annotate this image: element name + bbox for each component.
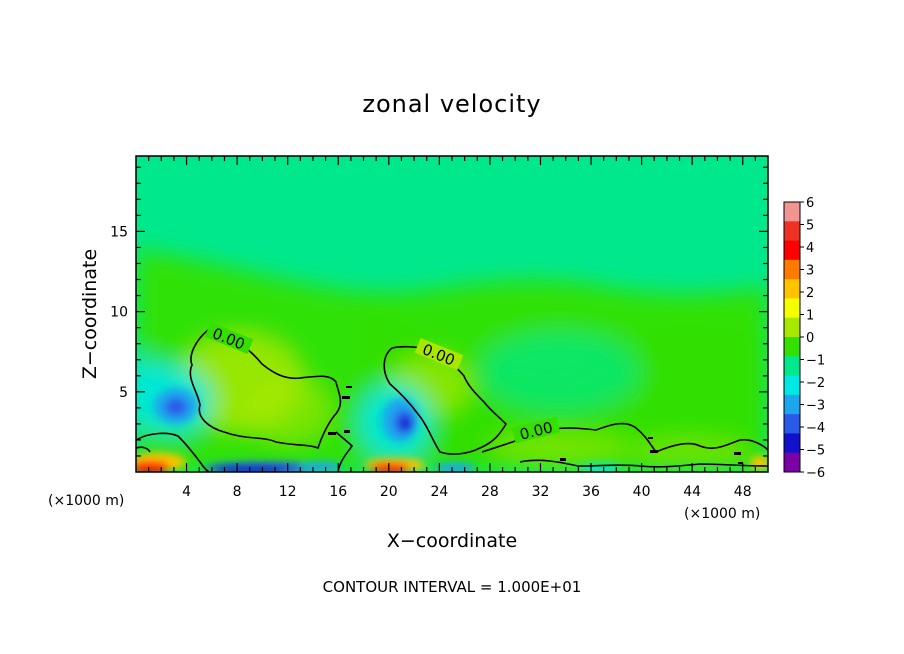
colorbar-swatch (784, 298, 800, 319)
x-tick-label: 8 (233, 484, 242, 500)
y-axis: 5 10 15 (110, 166, 768, 457)
y-tick-label: 5 (119, 385, 128, 401)
x-tick-label: 4 (182, 484, 191, 500)
colorbar-tick-label: −1 (806, 354, 825, 369)
colorbar-tick-label: −6 (806, 466, 825, 481)
colorbar-swatch (784, 394, 800, 415)
colorbar-swatch (784, 414, 800, 434)
x-tick-label: 36 (582, 484, 600, 500)
contour-interval-note: CONTOUR INTERVAL = 1.000E+01 (323, 578, 582, 596)
colorbar-tick-label: 0 (806, 331, 814, 346)
colorbar-swatch (784, 433, 800, 454)
x-tick-label: 24 (430, 484, 448, 500)
y-axis-label: Z−coordinate (79, 249, 101, 379)
x-tick-label: 20 (380, 484, 398, 500)
y-tick-label: 15 (110, 224, 128, 240)
velocity-field (136, 156, 768, 472)
colorbar-tick-label: 1 (806, 309, 814, 324)
colorbar-swatch (784, 317, 800, 338)
colorbar: 6 5 4 3 2 1 0 −1 −2 −3 −4 −5 −6 (783, 196, 825, 481)
x-tick-label: 32 (532, 484, 550, 500)
colorbar-swatch (784, 240, 800, 261)
x-axis: 4 8 12 16 20 24 28 32 36 40 44 48 (148, 156, 756, 500)
x-tick-label: 40 (633, 484, 651, 500)
x-tick-label: 48 (734, 484, 752, 500)
x-tick-label: 12 (279, 484, 297, 500)
colorbar-tick-label: 4 (806, 241, 814, 256)
x-unit-right: (×1000 m) (684, 506, 760, 522)
colorbar-swatch (784, 279, 800, 299)
chart-title: zonal velocity (362, 90, 541, 118)
colorbar-swatch (784, 259, 800, 280)
colorbar-tick-label: 3 (806, 264, 814, 279)
colorbar-tick-label: −5 (806, 444, 825, 459)
x-axis-label: X−coordinate (387, 530, 517, 552)
colorbar-swatch (784, 356, 800, 377)
contour-label-2: 0.00 (414, 337, 464, 371)
y-tick-label: 10 (110, 305, 128, 321)
colorbar-swatch (784, 337, 800, 357)
colorbar-tick-label: 5 (806, 219, 814, 234)
colorbar-tick-label: −3 (806, 399, 825, 414)
colorbar-swatch (784, 375, 800, 396)
colorbar-tick-label: −4 (806, 421, 825, 436)
colorbar-tick-label: −2 (806, 376, 825, 391)
x-tick-label: 28 (481, 484, 499, 500)
x-tick-label: 44 (683, 484, 701, 500)
colorbar-tick-label: 6 (806, 196, 814, 211)
colorbar-swatch (784, 452, 800, 473)
x-tick-label: 16 (329, 484, 347, 500)
contour-fragments (328, 386, 743, 464)
x-unit-left: (×1000 m) (48, 493, 124, 509)
colorbar-swatch (784, 221, 800, 242)
colorbar-swatch (784, 202, 800, 222)
colorbar-tick-label: 2 (806, 286, 814, 301)
